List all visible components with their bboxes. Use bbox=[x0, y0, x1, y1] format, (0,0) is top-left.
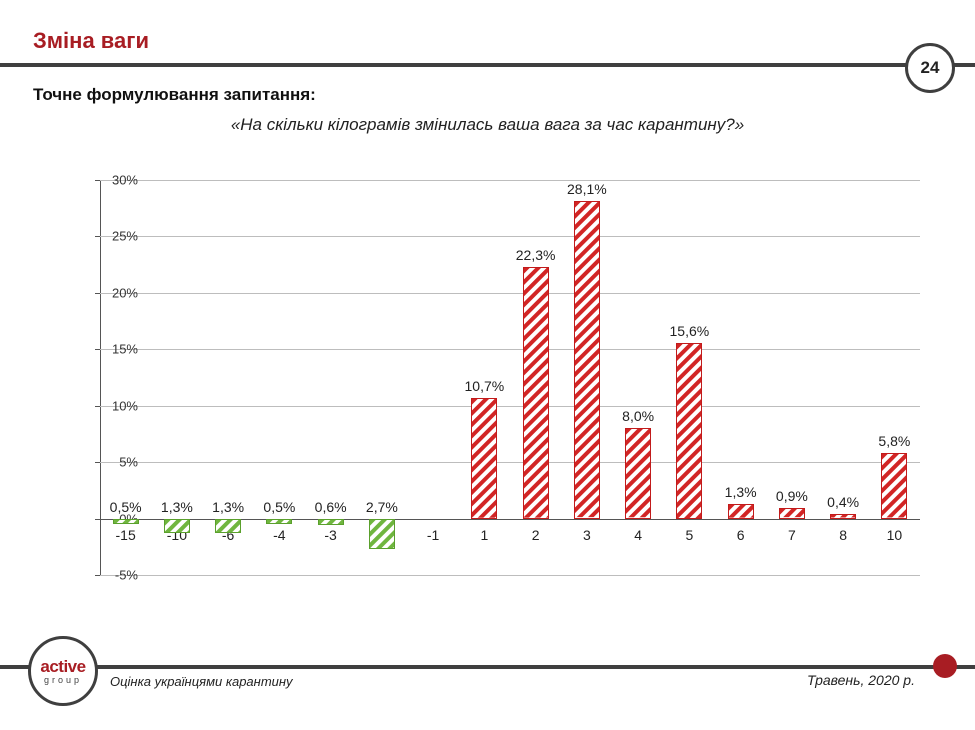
x-axis-label: -3 bbox=[324, 527, 336, 543]
x-axis-label: 7 bbox=[788, 527, 796, 543]
bar bbox=[574, 201, 600, 518]
bar-value-label: 1,3% bbox=[161, 499, 193, 515]
page-number-badge: 24 bbox=[905, 43, 955, 93]
x-axis-label: 2 bbox=[532, 527, 540, 543]
bar bbox=[779, 508, 805, 518]
bar-value-label: 0,6% bbox=[315, 499, 347, 515]
bar bbox=[830, 514, 856, 519]
bar-value-label: 10,7% bbox=[465, 378, 505, 394]
y-axis-label: 15% bbox=[78, 342, 138, 357]
slide-title: Зміна ваги bbox=[33, 28, 149, 54]
bar-value-label: 2,7% bbox=[366, 499, 398, 515]
bar-value-label: 1,3% bbox=[725, 484, 757, 500]
subtitle: Точне формулювання запитання: bbox=[33, 85, 316, 105]
bar bbox=[881, 453, 907, 518]
gridline bbox=[100, 575, 920, 576]
bar-value-label: 0,5% bbox=[263, 499, 295, 515]
footer-date: Травень, 2020 р. bbox=[807, 672, 915, 688]
bar-value-label: 15,6% bbox=[670, 323, 710, 339]
y-axis-label: 5% bbox=[78, 455, 138, 470]
x-axis-label: -1 bbox=[427, 527, 439, 543]
bar-value-label: 0,9% bbox=[776, 488, 808, 504]
bar-value-label: 0,5% bbox=[110, 499, 142, 515]
gridline bbox=[100, 349, 920, 350]
bar bbox=[728, 504, 754, 519]
gridline bbox=[100, 406, 920, 407]
bar bbox=[471, 398, 497, 519]
bar bbox=[676, 343, 702, 519]
y-axis-label: 10% bbox=[78, 398, 138, 413]
footer-rule bbox=[0, 665, 975, 669]
bar bbox=[215, 519, 241, 534]
logo-text-bottom: group bbox=[44, 676, 82, 685]
bar-value-label: 28,1% bbox=[567, 181, 607, 197]
question-text: «На скільки кілограмів змінилась ваша ва… bbox=[0, 115, 975, 135]
gridline bbox=[100, 236, 920, 237]
bar bbox=[625, 428, 651, 518]
x-axis-label: 4 bbox=[634, 527, 642, 543]
y-axis-label: 20% bbox=[78, 285, 138, 300]
bar bbox=[164, 519, 190, 534]
bar bbox=[266, 519, 292, 525]
y-axis-label: -5% bbox=[78, 568, 138, 583]
x-axis-label: 3 bbox=[583, 527, 591, 543]
x-axis-label: 8 bbox=[839, 527, 847, 543]
bar bbox=[369, 519, 395, 549]
x-axis-label: -15 bbox=[116, 527, 136, 543]
footer-dot bbox=[933, 654, 957, 678]
x-axis-label: 5 bbox=[685, 527, 693, 543]
gridline bbox=[100, 462, 920, 463]
weight-change-chart: -5%0%5%10%15%20%25%30%-150,5%-101,3%-61,… bbox=[55, 170, 935, 600]
plot-area: -5%0%5%10%15%20%25%30%-150,5%-101,3%-61,… bbox=[100, 180, 920, 575]
x-axis-label: -4 bbox=[273, 527, 285, 543]
bar-value-label: 5,8% bbox=[878, 433, 910, 449]
bar-value-label: 1,3% bbox=[212, 499, 244, 515]
bar-value-label: 22,3% bbox=[516, 247, 556, 263]
bar-value-label: 8,0% bbox=[622, 408, 654, 424]
logo-text-top: active bbox=[40, 658, 85, 675]
y-axis-label: 30% bbox=[78, 173, 138, 188]
slide-root: Зміна ваги 24 Точне формулювання запитан… bbox=[0, 0, 975, 730]
logo-badge: active group bbox=[28, 636, 98, 706]
header-rule bbox=[0, 63, 975, 67]
bar bbox=[523, 267, 549, 519]
bar-value-label: 0,4% bbox=[827, 494, 859, 510]
x-axis-label: 1 bbox=[480, 527, 488, 543]
gridline bbox=[100, 180, 920, 181]
bar bbox=[318, 519, 344, 526]
x-axis-label: 10 bbox=[887, 527, 903, 543]
footer-subtitle: Оцінка українцями карантину bbox=[110, 674, 293, 689]
bar bbox=[113, 519, 139, 525]
y-axis-label: 25% bbox=[78, 229, 138, 244]
x-axis-label: 6 bbox=[737, 527, 745, 543]
gridline bbox=[100, 293, 920, 294]
